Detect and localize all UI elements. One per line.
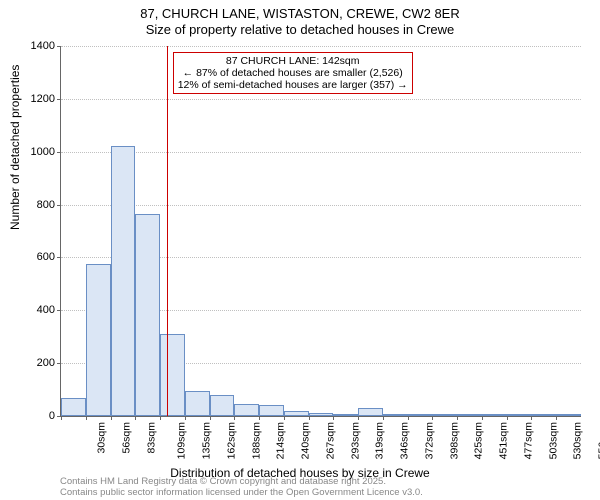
xtick-label: 135sqm (200, 422, 212, 459)
xtick-label: 346sqm (399, 422, 411, 459)
histogram-bar (383, 414, 408, 416)
title-line1: 87, CHURCH LANE, WISTASTON, CREWE, CW2 8… (0, 6, 600, 21)
histogram-bar (86, 264, 111, 416)
histogram-bar (432, 414, 457, 416)
xtick-mark (531, 416, 532, 420)
histogram-bar (408, 414, 433, 416)
chart-container: 87, CHURCH LANE, WISTASTON, CREWE, CW2 8… (0, 0, 600, 500)
xtick-label: 188sqm (250, 422, 262, 459)
xtick-mark (309, 416, 310, 420)
xtick-mark (185, 416, 186, 420)
histogram-bar (259, 405, 284, 416)
xtick-mark (259, 416, 260, 420)
xtick-mark (135, 416, 136, 420)
xtick-label: 425sqm (473, 422, 485, 459)
histogram-bar (111, 146, 136, 416)
ytick-mark (57, 257, 61, 258)
xtick-mark (160, 416, 161, 420)
xtick-label: 56sqm (120, 422, 132, 454)
ytick-label: 200 (37, 357, 55, 369)
xtick-label: 530sqm (572, 422, 584, 459)
ytick-label: 1400 (31, 40, 55, 52)
xtick-mark (432, 416, 433, 420)
histogram-bar (457, 414, 482, 416)
xtick-label: 162sqm (225, 422, 237, 459)
histogram-bar (556, 414, 581, 416)
xtick-mark (234, 416, 235, 420)
ytick-label: 1000 (31, 146, 55, 158)
ytick-mark (57, 152, 61, 153)
marker-line (167, 46, 168, 416)
xtick-mark (210, 416, 211, 420)
ytick-label: 400 (37, 304, 55, 316)
annotation-box: 87 CHURCH LANE: 142sqm← 87% of detached … (173, 52, 413, 94)
xtick-label: 293sqm (349, 422, 361, 459)
histogram-bar (482, 414, 507, 416)
xtick-label: 319sqm (374, 422, 386, 459)
histogram-bar (61, 398, 86, 417)
ytick-label: 600 (37, 251, 55, 263)
histogram-bar (358, 408, 383, 416)
title-line2: Size of property relative to detached ho… (0, 22, 600, 37)
ytick-mark (57, 363, 61, 364)
y-axis-label: Number of detached properties (8, 65, 22, 230)
footer-line1: Contains HM Land Registry data © Crown c… (60, 477, 423, 487)
gridline (61, 99, 581, 100)
plot-area: 87 CHURCH LANE: 142sqm← 87% of detached … (60, 46, 581, 417)
xtick-mark (507, 416, 508, 420)
xtick-label: 477sqm (522, 422, 534, 459)
xtick-label: 83sqm (145, 422, 157, 454)
histogram-bar (333, 414, 358, 416)
annotation-line3: 12% of semi-detached houses are larger (… (178, 79, 408, 91)
xtick-label: 556sqm (597, 422, 600, 459)
xtick-label: 503sqm (547, 422, 559, 459)
xtick-mark (284, 416, 285, 420)
annotation-line1: 87 CHURCH LANE: 142sqm (178, 55, 408, 67)
xtick-label: 109sqm (176, 422, 188, 459)
gridline (61, 152, 581, 153)
histogram-bar (507, 414, 532, 416)
xtick-label: 372sqm (423, 422, 435, 459)
footer-attribution: Contains HM Land Registry data © Crown c… (60, 477, 423, 498)
histogram-bar (234, 404, 259, 416)
xtick-label: 214sqm (275, 422, 287, 459)
footer-line2: Contains public sector information licen… (60, 488, 423, 498)
histogram-bar (135, 214, 160, 416)
xtick-mark (111, 416, 112, 420)
ytick-label: 800 (37, 199, 55, 211)
ytick-mark (57, 205, 61, 206)
xtick-label: 267sqm (324, 422, 336, 459)
xtick-label: 451sqm (498, 422, 510, 459)
xtick-mark (383, 416, 384, 420)
histogram-bar (531, 414, 556, 416)
gridline (61, 205, 581, 206)
histogram-bar (284, 411, 309, 416)
ytick-label: 0 (49, 410, 55, 422)
xtick-mark (556, 416, 557, 420)
gridline (61, 46, 581, 47)
histogram-bar (185, 391, 210, 416)
ytick-mark (57, 46, 61, 47)
xtick-label: 240sqm (299, 422, 311, 459)
annotation-line2: ← 87% of detached houses are smaller (2,… (178, 67, 408, 79)
xtick-label: 398sqm (448, 422, 460, 459)
ytick-mark (57, 99, 61, 100)
xtick-mark (408, 416, 409, 420)
xtick-mark (482, 416, 483, 420)
ytick-label: 1200 (31, 93, 55, 105)
xtick-mark (358, 416, 359, 420)
xtick-mark (61, 416, 62, 420)
histogram-bar (309, 413, 334, 416)
xtick-label: 30sqm (96, 422, 108, 454)
ytick-mark (57, 310, 61, 311)
xtick-mark (333, 416, 334, 420)
xtick-mark (86, 416, 87, 420)
xtick-mark (457, 416, 458, 420)
histogram-bar (210, 395, 235, 416)
histogram-bar (160, 334, 185, 416)
